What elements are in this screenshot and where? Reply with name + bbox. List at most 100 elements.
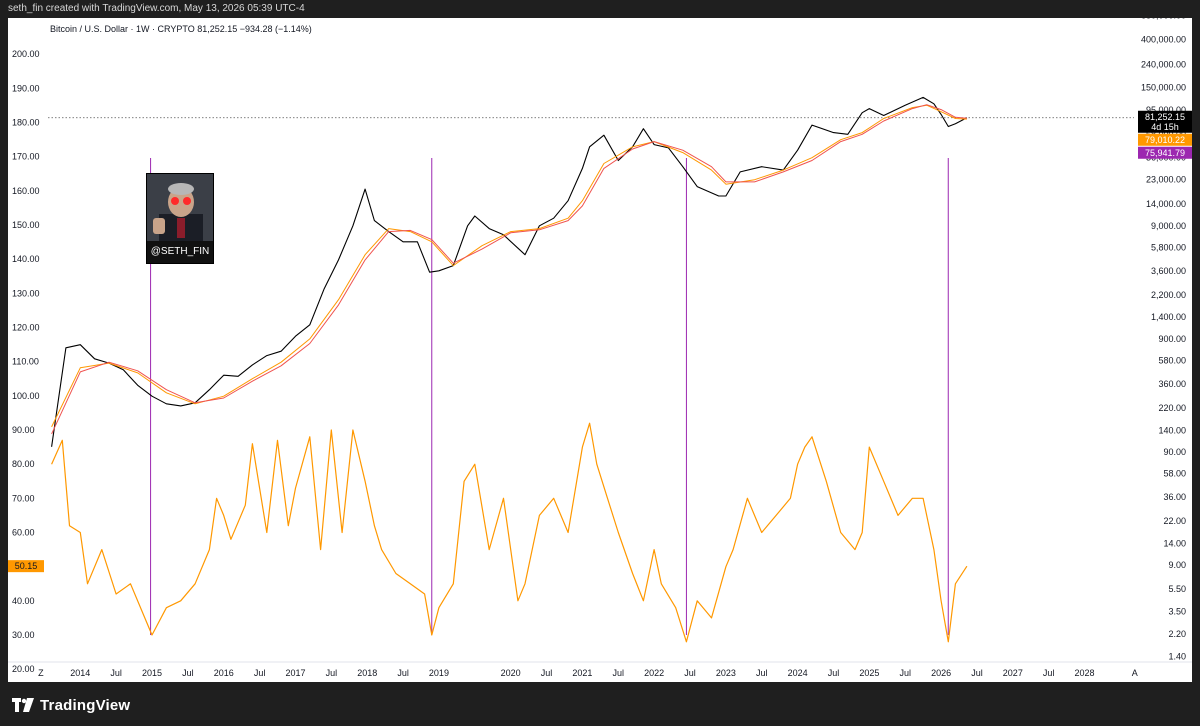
time-tick-label: 2027: [1003, 668, 1023, 678]
time-tick-label: 2020: [501, 668, 521, 678]
time-tick-label: 2023: [716, 668, 736, 678]
time-tick-label: Jul: [182, 668, 194, 678]
price-badge-text: 81,252.15: [1145, 112, 1185, 122]
price-tick-label: 360.00: [1158, 379, 1186, 389]
price-tick-label: 22.00: [1163, 516, 1186, 526]
osc-tick-label: 140.00: [12, 254, 40, 264]
series-lines: [51, 96, 968, 643]
price-tick-label: 900.00: [1158, 334, 1186, 344]
price-tick-label: 9.00: [1168, 560, 1186, 570]
time-tick-label: Jul: [684, 668, 696, 678]
price-tick-label: 90.00: [1163, 447, 1186, 457]
time-tick-label: 2026: [931, 668, 951, 678]
price-tick-label: 14.00: [1163, 538, 1186, 548]
price-badge: [1138, 110, 1192, 133]
time-tick-label: Z: [38, 668, 44, 678]
osc-tick-label: 170.00: [12, 152, 40, 162]
time-tick-label: 2022: [644, 668, 664, 678]
time-tick-label: Jul: [397, 668, 409, 678]
time-tick-label: Jul: [613, 668, 625, 678]
osc-tick-label: 130.00: [12, 288, 40, 298]
grid: [8, 117, 1192, 663]
osc-tick-label: 80.00: [12, 459, 35, 469]
time-tick-label: Jul: [541, 668, 553, 678]
time-tick-label: Jul: [1043, 668, 1055, 678]
chart-canvas[interactable]: Z 2014 Jul 2015 Jul 2016 Jul 2017 Jul 2018 Jul 2019…: [8, 18, 1192, 682]
time-tick-label: 2016: [214, 668, 234, 678]
time-tick-label: 2028: [1075, 668, 1095, 678]
tradingview-logo-icon: [12, 698, 34, 712]
osc-tick-label: 60.00: [12, 528, 35, 538]
time-tick-label: Jul: [756, 668, 768, 678]
price-tick-label: 580.00: [1158, 355, 1186, 365]
caption-bar: seth_fin created with TradingView.com, M…: [0, 0, 1200, 18]
time-tick-label: 2021: [572, 668, 592, 678]
price-tick-label: 220.00: [1158, 403, 1186, 413]
chart-panel[interactable]: Z 2014 Jul 2015 Jul 2016 Jul 2017 Jul 2018 Jul 2019…: [8, 18, 1192, 682]
caption-text: seth_fin created with TradingView.com, M…: [8, 3, 305, 14]
time-tick-label: 2019: [429, 668, 449, 678]
footer-bar: TradingView: [0, 682, 1200, 726]
price-badge-text: 79,010.22: [1145, 135, 1185, 145]
price-series-line: [51, 104, 967, 435]
osc-tick-label: 20.00: [12, 664, 35, 674]
osc-tick-label: 70.00: [12, 493, 35, 503]
price-series-line: [51, 104, 967, 428]
time-tick-label: A: [1132, 668, 1138, 678]
time-tick-label: Jul: [110, 668, 122, 678]
price-tick-label: 650,000.00: [1141, 18, 1186, 21]
price-tick-label: 1.40: [1168, 651, 1186, 661]
osc-current-badge: [8, 560, 44, 573]
time-tick-label: 2014: [70, 668, 90, 678]
avatar-portrait-icon: [147, 174, 213, 241]
osc-tick-label: 190.00: [12, 83, 40, 93]
price-tick-label: 36.00: [1163, 492, 1186, 502]
price-tick-label: 23,000.00: [1146, 175, 1186, 185]
time-tick-label: Jul: [254, 668, 266, 678]
time-tick-label: 2018: [357, 668, 377, 678]
price-tick-label: 95,000.00: [1146, 105, 1186, 115]
price-tick-label: 2,200.00: [1151, 290, 1186, 300]
time-tick-label: 2024: [788, 668, 808, 678]
price-tick-label: 140.00: [1158, 425, 1186, 435]
price-tick-label: 240,000.00: [1141, 60, 1186, 70]
time-tick-label: Jul: [326, 668, 338, 678]
price-tick-label: 3,600.00: [1151, 266, 1186, 276]
avatar: @SETH_FIN: [146, 173, 214, 264]
osc-tick-label: 110.00: [12, 357, 39, 367]
price-tick-label: 3.50: [1168, 606, 1186, 616]
time-tick-label: Jul: [971, 668, 983, 678]
cycle-markers: [150, 158, 949, 635]
osc-tick-label: 180.00: [12, 118, 40, 128]
price-badge: [1138, 133, 1192, 146]
osc-tick-label: 120.00: [12, 323, 40, 333]
time-tick-label: Jul: [899, 668, 911, 678]
chart-title: Bitcoin / U.S. Dollar · 1W · CRYPTO 81,2…: [50, 24, 312, 34]
price-tick-label: 9,000.00: [1151, 221, 1186, 231]
oscillator-line: [51, 422, 968, 643]
price-tick-label: 5.50: [1168, 584, 1186, 594]
osc-tick-label: 200.00: [12, 49, 40, 59]
osc-tick-label: 100.00: [12, 391, 40, 401]
axis-labels: Z 2014 Jul 2015 Jul 2016 Jul 2017 Jul 2018 Jul 2019…: [8, 18, 1192, 678]
time-tick-label: 2017: [285, 668, 305, 678]
time-tick-label: 2015: [142, 668, 162, 678]
time-tick-label: Jul: [828, 668, 840, 678]
osc-tick-label: 40.00: [12, 596, 35, 606]
osc-tick-label: 90.00: [12, 425, 35, 435]
price-tick-label: 2.20: [1168, 629, 1186, 639]
price-badge-sub: 4d 15h: [1151, 122, 1179, 132]
osc-tick-label: 30.00: [12, 630, 35, 640]
tradingview-logo[interactable]: TradingView: [12, 694, 130, 716]
osc-tick-label: 160.00: [12, 186, 40, 196]
brand-name: TradingView: [40, 696, 131, 714]
time-tick-label: 2025: [859, 668, 879, 678]
price-tick-label: 5,800.00: [1151, 242, 1186, 252]
price-tick-label: 150,000.00: [1141, 83, 1186, 93]
osc-current-text: 50.15: [15, 561, 38, 571]
price-series-line: [51, 96, 968, 447]
avatar-label: @SETH_FIN: [147, 241, 213, 263]
price-tick-label: 14,000.00: [1146, 199, 1186, 209]
osc-tick-label: 150.00: [12, 220, 40, 230]
price-tick-label: 1,400.00: [1151, 312, 1186, 322]
